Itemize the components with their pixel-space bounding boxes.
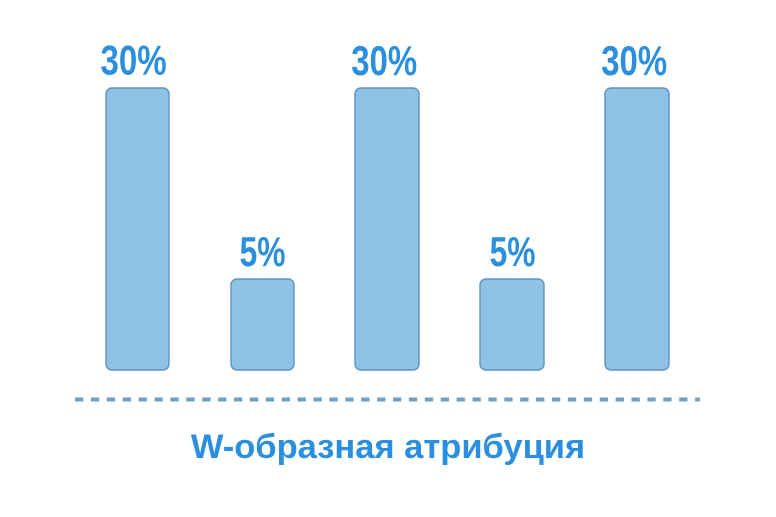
svg-text:5%: 5% (240, 228, 286, 275)
svg-text:30%: 30% (601, 37, 667, 84)
svg-text:30%: 30% (101, 36, 167, 83)
svg-text:5%: 5% (490, 228, 536, 275)
svg-text:30%: 30% (351, 37, 417, 84)
